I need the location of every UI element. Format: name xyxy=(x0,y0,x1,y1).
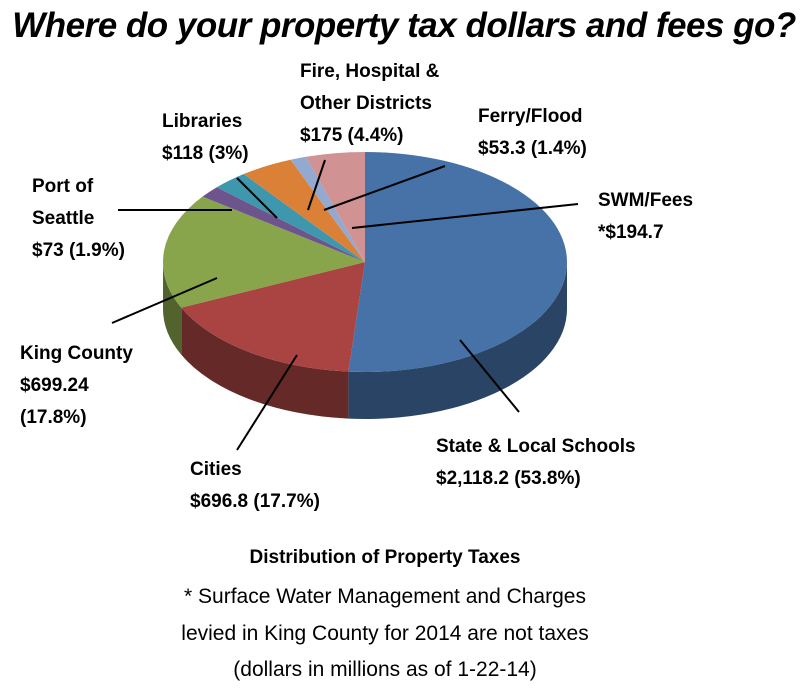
label-port: Port of Seattle $73 (1.9%) xyxy=(32,176,125,261)
leader-line xyxy=(111,277,218,324)
pie-slice xyxy=(181,262,365,372)
pie-slice xyxy=(306,152,365,262)
label-fire: Fire, Hospital & Other Districts $175 (4… xyxy=(300,61,440,146)
leader-line xyxy=(236,177,278,219)
leader-line xyxy=(323,165,446,211)
label-schools: State & Local Schools $2,118.2 (53.8%) xyxy=(436,436,636,489)
pie-side xyxy=(181,307,349,419)
chart-title: Where do your property tax dollars and f… xyxy=(12,6,796,45)
label-ferry: Ferry/Flood $53.3 (1.4%) xyxy=(478,106,587,159)
chart-subtitle: Distribution of Property Taxes xyxy=(249,547,521,568)
pie-sides xyxy=(163,262,567,419)
footnote-line-1: * Surface Water Management and Charges xyxy=(184,585,586,608)
pie-side xyxy=(348,262,567,419)
pie-slice xyxy=(243,159,365,262)
pie-side xyxy=(163,262,182,355)
leader-line xyxy=(236,354,298,451)
label-swm: SWM/Fees *$194.7 xyxy=(598,190,694,243)
leader-lines xyxy=(111,159,579,451)
footnote-line-2: levied in King County for 2014 are not t… xyxy=(181,622,589,645)
leader-line xyxy=(351,203,579,229)
label-cities: Cities $696.8 (17.7%) xyxy=(190,459,320,512)
footnote-line-3: (dollars in millions as of 1-22-14) xyxy=(233,658,537,681)
pie-top xyxy=(163,152,568,372)
pie-slice xyxy=(348,152,568,372)
pie-slice xyxy=(202,187,365,262)
label-libraries: Libraries $118 (3%) xyxy=(162,111,249,164)
leader-line xyxy=(307,159,326,211)
label-king-county: King County $699.24 (17.8%) xyxy=(20,343,133,428)
leader-line xyxy=(459,339,520,413)
